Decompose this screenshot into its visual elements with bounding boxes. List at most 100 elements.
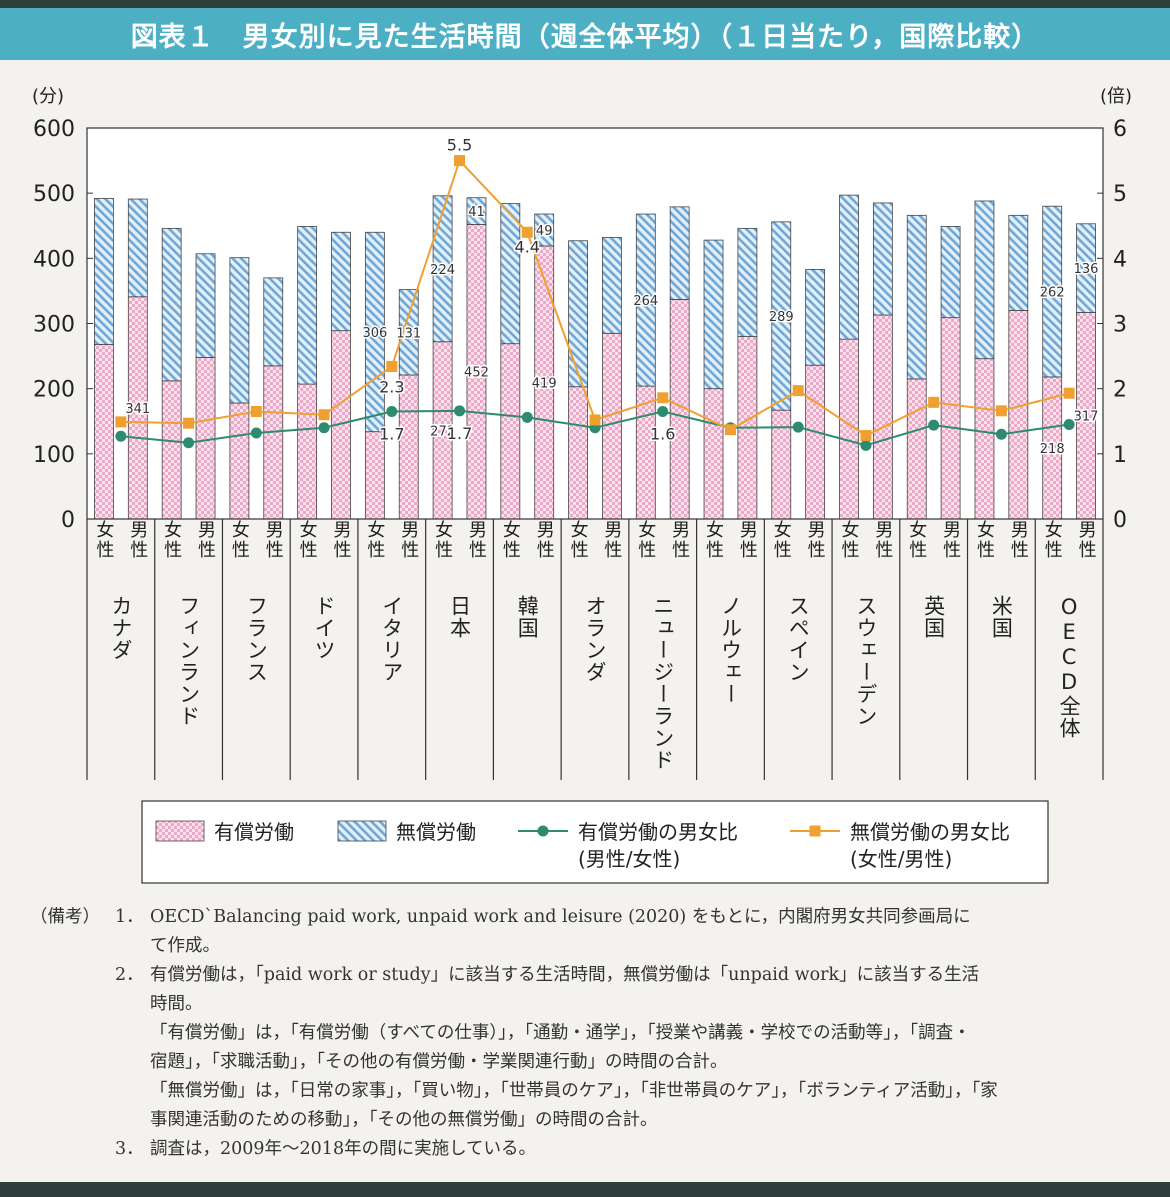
sex-label: 男性	[1076, 520, 1097, 560]
bar-value-label: 131	[396, 326, 421, 341]
country-label: イタリア	[380, 595, 404, 683]
bar-paid-male	[398, 374, 419, 520]
sex-label: 男性	[263, 520, 284, 560]
bar-paid-male	[805, 364, 826, 520]
unpaid-ratio-point	[318, 409, 330, 421]
note-line: 「有償労働」は，「有償労働（すべての仕事）」，「通勤・通学」，「授業や講義・学校…	[150, 1023, 971, 1043]
unpaid-ratio-point	[860, 430, 872, 442]
note-line: 宿題」，「求職活動」，「その他の有償労働・学業関連行動」の時間の合計。	[150, 1052, 728, 1072]
sex-label: 女性	[432, 520, 453, 560]
sex-label: 女性	[568, 520, 589, 560]
sex-label: 男性	[737, 520, 758, 560]
bar-paid-male	[195, 356, 216, 520]
sex-label: 女性	[906, 520, 927, 560]
country-label: スウェーデン	[854, 595, 878, 727]
bar-unpaid-male	[872, 202, 893, 316]
bar-value-label: 41	[468, 205, 485, 220]
plot-background	[87, 128, 1103, 519]
plot-area	[87, 128, 1103, 519]
right-tick-label: 3	[1113, 313, 1127, 338]
right-tick-label: 5	[1113, 182, 1127, 207]
paid-ratio-point	[521, 411, 533, 423]
country-label: 英国	[922, 595, 946, 639]
left-tick-label: 500	[33, 182, 75, 207]
country-label: カナダ	[109, 595, 133, 661]
bar-unpaid-male	[737, 227, 758, 337]
paid-ratio-point	[1063, 419, 1075, 431]
legend-marker-unpaid-ratio	[809, 825, 821, 837]
bar-unpaid-female	[229, 257, 250, 404]
ratio-value-label: 1.7	[447, 424, 472, 443]
ratio-value-label: 1.6	[650, 424, 675, 443]
bar-unpaid-female	[432, 195, 453, 343]
note-text: 調査は，2009年～2018年の間に実施している。	[150, 1135, 1155, 1164]
bar-value-label: 317	[1074, 410, 1099, 425]
note-line: て作成。	[150, 936, 220, 956]
country-label: オランダ	[583, 595, 607, 683]
bar-unpaid-female	[500, 203, 521, 345]
unpaid-ratio-point	[724, 424, 736, 436]
bar-paid-female	[94, 343, 114, 520]
sex-label: 男性	[195, 520, 216, 560]
bar-unpaid-male	[331, 231, 351, 332]
sex-label: 女性	[500, 520, 521, 560]
bar-unpaid-female	[771, 221, 792, 411]
note-number: 3．	[115, 1139, 144, 1159]
ratio-value-label: 5.5	[447, 136, 472, 155]
legend-label-paid: 有償労働	[214, 820, 294, 844]
right-tick-label: 1	[1113, 443, 1127, 468]
sex-label: 男性	[669, 520, 690, 560]
bar-unpaid-female	[635, 213, 656, 387]
bar-paid-male	[263, 365, 284, 520]
bar-value-label: 289	[769, 310, 794, 325]
bar-value-label: 264	[633, 294, 658, 309]
bar-unpaid-male	[534, 213, 555, 247]
country-label: 日本	[448, 595, 472, 639]
bar-unpaid-female	[297, 226, 318, 385]
paid-ratio-point	[995, 428, 1007, 440]
unpaid-ratio-point	[792, 385, 804, 397]
bar-paid-female	[568, 386, 588, 520]
bar-unpaid-male	[466, 197, 487, 225]
unpaid-ratio-point	[928, 396, 940, 408]
bar-value-label: 452	[464, 366, 489, 381]
note-item-3: 3． 調査は，2009年～2018年の間に実施している。	[30, 1135, 1155, 1164]
sex-label: 男性	[805, 520, 826, 560]
bar-value-label: 306	[362, 326, 387, 341]
country-label: ノルウェー	[718, 595, 742, 705]
paid-ratio-point	[318, 422, 330, 434]
paid-ratio-point	[386, 405, 398, 417]
bar-unpaid-male	[602, 237, 622, 334]
bar-value-label: 419	[532, 376, 557, 391]
unpaid-ratio-point	[454, 155, 466, 167]
country-label: スペイン	[786, 595, 810, 683]
paid-ratio-point	[250, 427, 262, 439]
bar-unpaid-female	[906, 214, 927, 380]
left-axis-unit: (分)	[32, 86, 64, 107]
left-tick-label: 200	[33, 378, 75, 403]
note-text: OECD`Balancing paid work, unpaid work an…	[150, 903, 1155, 961]
note-number: 1．	[115, 907, 144, 927]
sex-label: 男性	[331, 520, 352, 560]
sex-label: 男性	[872, 520, 893, 560]
paid-ratio-point	[860, 439, 872, 451]
unpaid-ratio-point	[183, 417, 195, 429]
bar-value-label: 49	[536, 224, 553, 239]
bar-paid-male	[940, 317, 961, 520]
sex-label: 女性	[364, 520, 385, 560]
paid-ratio-point	[792, 421, 804, 433]
left-tick-label: 300	[33, 313, 75, 338]
data-labels: 341 306 131 224 272 41 452 49 419 264 289 262 218 136…	[124, 134, 1100, 458]
legend-label-unpaid-ratio: 無償労働の男女比	[850, 820, 1010, 844]
sex-label: 女性	[229, 520, 250, 560]
bar-unpaid-female	[568, 240, 588, 388]
bar-value-label: 262	[1040, 286, 1065, 301]
paid-ratio-point	[657, 405, 669, 417]
legend-sublabel-unpaid-ratio: (女性/男性)	[850, 847, 952, 871]
bar-unpaid-female	[839, 194, 859, 340]
country-label: 米国	[989, 595, 1013, 639]
unpaid-ratio-point	[657, 392, 669, 404]
bar-value-label: 341	[125, 402, 150, 417]
